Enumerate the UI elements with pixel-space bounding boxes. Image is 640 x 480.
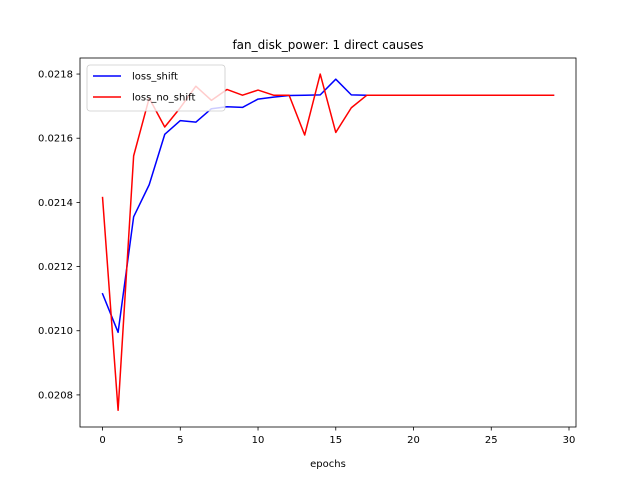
legend-items: loss_shift loss_no_shift bbox=[93, 72, 195, 104]
chart-title: fan_disk_power: 1 direct causes bbox=[232, 38, 423, 52]
x-tick-label: 10 bbox=[252, 435, 265, 446]
x-tick-label: 25 bbox=[485, 435, 498, 446]
legend-label-loss-no-shift: loss_no_shift bbox=[132, 93, 195, 104]
y-tick-label: 0.0214 bbox=[38, 198, 73, 209]
x-tick-label: 15 bbox=[329, 435, 342, 446]
x-tick-label: 30 bbox=[563, 435, 576, 446]
y-tick-label: 0.0210 bbox=[38, 326, 73, 337]
y-tick-label: 0.0212 bbox=[38, 262, 73, 273]
x-axis-label: epochs bbox=[310, 459, 346, 470]
plot-frame bbox=[79, 57, 577, 428]
ticks-layer: 0 5 10 15 20 25 30 0.0208 0.0210 0.0212 0.0214 0.02… bbox=[38, 70, 575, 446]
legend-label-loss-shift: loss_shift bbox=[132, 72, 178, 83]
y-tick-label: 0.0208 bbox=[38, 390, 73, 401]
legend-box bbox=[86, 64, 226, 112]
y-tick-label: 0.0216 bbox=[38, 134, 73, 145]
x-tick-label: 20 bbox=[407, 435, 420, 446]
x-tick-label: 5 bbox=[177, 435, 183, 446]
legend: loss_shift loss_no_shift bbox=[86, 64, 226, 112]
x-tick-label: 0 bbox=[99, 435, 105, 446]
y-tick-label: 0.0218 bbox=[38, 70, 73, 81]
